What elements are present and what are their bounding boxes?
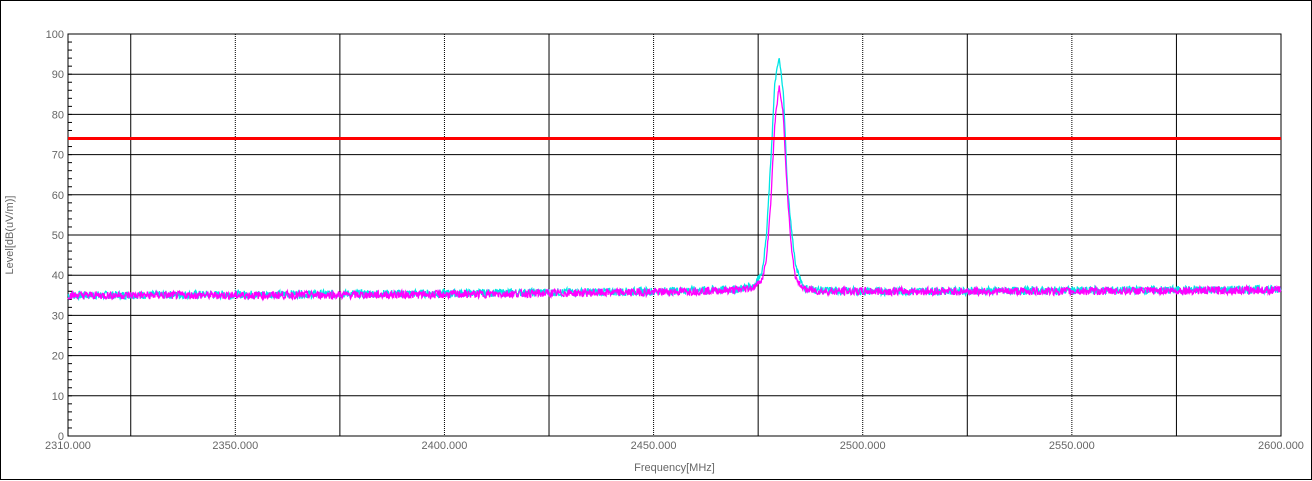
y-tick-label: 50 (52, 230, 64, 242)
y-tick-label: 40 (52, 270, 64, 282)
y-tick-label: 70 (52, 150, 64, 162)
x-tick-label: 2310.000 (45, 440, 91, 452)
series-line-1 (67, 85, 1282, 302)
y-tick-label: 60 (52, 190, 64, 202)
y-tick-label: 10 (52, 391, 64, 403)
y-tick-label: 0 (58, 431, 64, 443)
y-tick-label: 30 (52, 310, 64, 322)
x-tick-label: 2600.000 (1258, 440, 1304, 452)
x-tick-label: 2400.000 (422, 440, 468, 452)
y-tick-label: 20 (52, 351, 64, 363)
x-tick-label: 2500.000 (840, 440, 886, 452)
y-tick-label: 90 (52, 69, 64, 81)
x-axis-title: Frequency[MHz] (634, 462, 715, 474)
x-tick-label: 2550.000 (1049, 440, 1095, 452)
y-tick-label: 100 (46, 29, 64, 41)
y-axis-title: Level[dB(uV/m)] (4, 196, 16, 275)
x-tick-label: 2350.000 (212, 440, 258, 452)
x-tick-label: 2450.000 (631, 440, 677, 452)
y-tick-label: 80 (52, 109, 64, 121)
